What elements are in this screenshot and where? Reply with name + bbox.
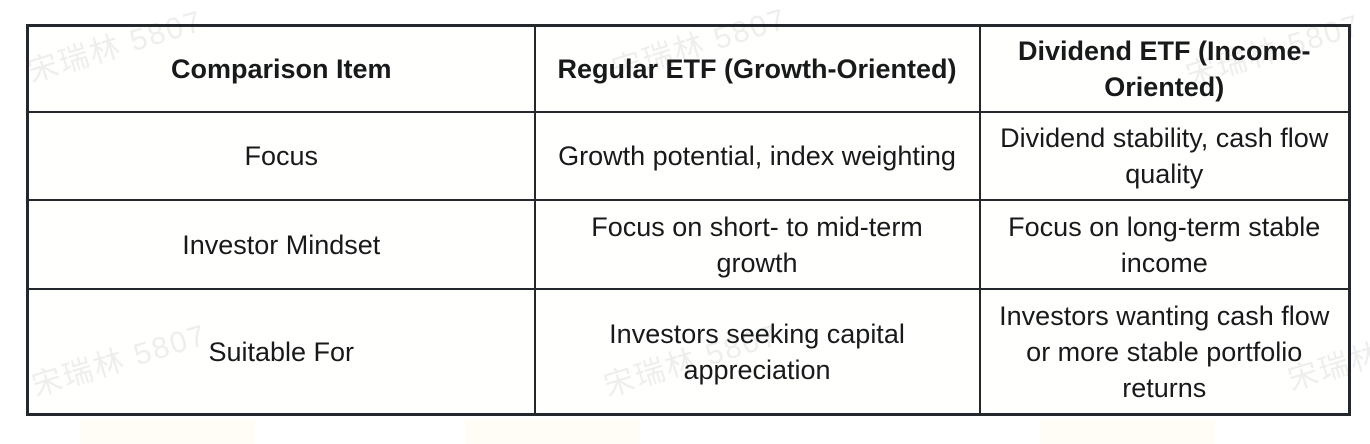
comparison-table-container: Comparison Item Regular ETF (Growth-Orie… (26, 24, 1351, 416)
cell-suitable-regular: Investors seeking capital appreciation (533, 288, 981, 416)
etf-comparison-table: Comparison Item Regular ETF (Growth-Orie… (26, 24, 1351, 416)
cell-mindset-regular: Focus on short- to mid-term growth (533, 199, 981, 290)
cell-suitable-dividend: Investors wanting cash flow or more stab… (978, 288, 1351, 416)
table-row-focus: Focus Growth potential, index weighting … (26, 111, 1351, 201)
table-row-suitable-for: Suitable For Investors seeking capital a… (26, 288, 1351, 416)
cell-focus-dividend: Dividend stability, cash flow quality (978, 111, 1351, 201)
background-tile (80, 420, 255, 444)
header-dividend-etf: Dividend ETF (Income-Oriented) (978, 24, 1351, 113)
header-comparison-item: Comparison Item (26, 24, 536, 113)
cell-focus-label: Focus (26, 111, 536, 201)
cell-suitable-label: Suitable For (26, 288, 536, 416)
cell-mindset-label: Investor Mindset (26, 199, 536, 290)
table-row-investor-mindset: Investor Mindset Focus on short- to mid-… (26, 199, 1351, 290)
cell-mindset-dividend: Focus on long-term stable income (978, 199, 1351, 290)
header-regular-etf: Regular ETF (Growth-Oriented) (533, 24, 981, 113)
background-tile (465, 420, 640, 444)
table-header-row: Comparison Item Regular ETF (Growth-Orie… (26, 24, 1351, 113)
cell-focus-regular: Growth potential, index weighting (533, 111, 981, 201)
background-tile (1040, 420, 1215, 444)
